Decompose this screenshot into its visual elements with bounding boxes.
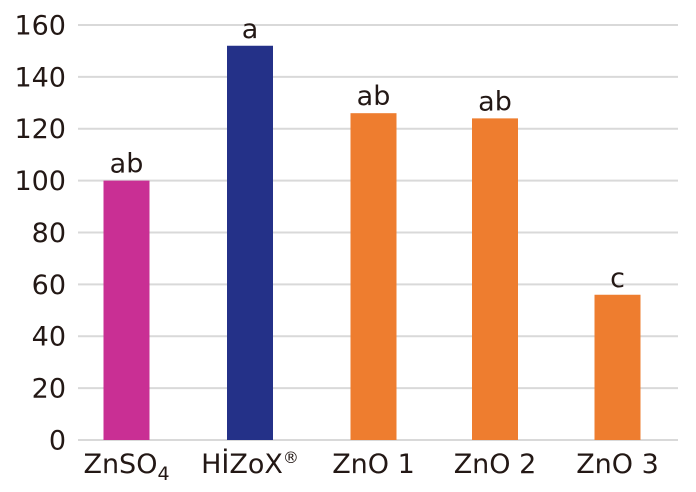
x-category-label-1: ZnSO4	[83, 449, 169, 485]
bar-sig-label-2: a	[242, 14, 259, 45]
y-tick-label-80: 80	[32, 218, 66, 249]
y-tick-label-160: 160	[14, 10, 66, 41]
y-tick-label-40: 40	[32, 322, 66, 353]
bar-4	[472, 118, 518, 440]
x-category-label-2: HİZoX®	[201, 448, 299, 480]
bar-1	[103, 180, 150, 440]
x-category-label-4: ZnO 2	[454, 449, 537, 480]
bar-5	[594, 294, 641, 440]
y-tick-label-140: 140	[14, 62, 66, 93]
y-tick-label-20: 20	[32, 374, 66, 405]
x-category-label-5: ZnO 3	[576, 449, 659, 480]
bar-2	[227, 45, 273, 440]
y-tick-label-60: 60	[32, 270, 66, 301]
bar-3	[350, 113, 397, 440]
bar-sig-label-4: ab	[478, 86, 512, 117]
bar-sig-label-1: ab	[110, 149, 144, 180]
x-category-label-3: ZnO 1	[332, 449, 415, 480]
y-tick-label-0: 0	[49, 425, 66, 456]
y-tick-label-100: 100	[14, 166, 66, 197]
bar-sig-label-3: ab	[357, 81, 391, 112]
bar-sig-label-5: c	[610, 263, 625, 294]
y-tick-label-120: 120	[14, 114, 66, 145]
